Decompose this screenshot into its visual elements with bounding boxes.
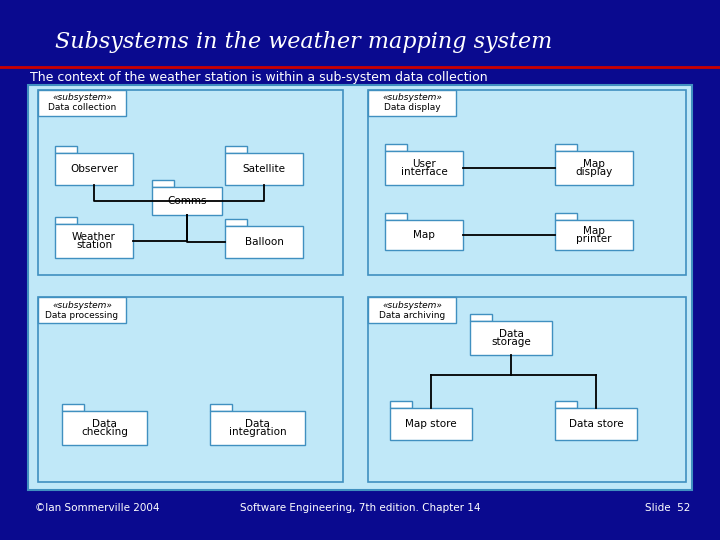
Text: display: display: [575, 167, 613, 177]
FancyBboxPatch shape: [385, 151, 463, 185]
Text: integration: integration: [229, 427, 287, 437]
FancyBboxPatch shape: [368, 297, 456, 323]
Text: Map: Map: [583, 159, 605, 169]
FancyBboxPatch shape: [55, 224, 133, 258]
Text: Weather: Weather: [72, 232, 116, 242]
FancyBboxPatch shape: [55, 153, 133, 185]
FancyBboxPatch shape: [225, 226, 303, 258]
Text: Software Engineering, 7th edition. Chapter 14: Software Engineering, 7th edition. Chapt…: [240, 503, 480, 513]
FancyBboxPatch shape: [470, 314, 492, 321]
Text: Data: Data: [92, 419, 117, 429]
FancyBboxPatch shape: [555, 213, 577, 220]
FancyBboxPatch shape: [62, 404, 84, 411]
FancyBboxPatch shape: [38, 297, 126, 323]
Text: User: User: [412, 159, 436, 169]
Text: Subsystems in the weather mapping system: Subsystems in the weather mapping system: [55, 31, 552, 53]
FancyBboxPatch shape: [555, 220, 633, 250]
FancyBboxPatch shape: [55, 217, 77, 224]
FancyBboxPatch shape: [390, 401, 412, 408]
Text: Data: Data: [498, 329, 523, 339]
Text: Data processing: Data processing: [45, 310, 119, 320]
Text: Data store: Data store: [569, 419, 624, 429]
FancyBboxPatch shape: [555, 408, 637, 440]
FancyBboxPatch shape: [38, 90, 126, 116]
FancyBboxPatch shape: [152, 187, 222, 215]
FancyBboxPatch shape: [368, 90, 686, 275]
Text: interface: interface: [400, 167, 447, 177]
Text: Map: Map: [583, 226, 605, 236]
Text: Data: Data: [245, 419, 270, 429]
FancyBboxPatch shape: [210, 411, 305, 445]
FancyBboxPatch shape: [38, 297, 343, 482]
FancyBboxPatch shape: [368, 90, 456, 116]
Text: Balloon: Balloon: [245, 237, 284, 247]
Text: printer: printer: [576, 234, 612, 244]
FancyBboxPatch shape: [385, 220, 463, 250]
Text: Data archiving: Data archiving: [379, 310, 445, 320]
FancyBboxPatch shape: [555, 144, 577, 151]
Text: Observer: Observer: [70, 164, 118, 174]
FancyBboxPatch shape: [385, 144, 407, 151]
FancyBboxPatch shape: [152, 180, 174, 187]
Text: «subsystem»: «subsystem»: [52, 300, 112, 309]
Text: Map store: Map store: [405, 419, 456, 429]
Text: The context of the weather station is within a sub-system data collection: The context of the weather station is wi…: [30, 71, 487, 84]
FancyBboxPatch shape: [385, 213, 407, 220]
FancyBboxPatch shape: [390, 408, 472, 440]
FancyBboxPatch shape: [28, 85, 692, 490]
Text: Data display: Data display: [384, 104, 441, 112]
Text: Comms: Comms: [167, 196, 207, 206]
Text: Slide  52: Slide 52: [644, 503, 690, 513]
FancyBboxPatch shape: [55, 146, 77, 153]
Text: ©Ian Sommerville 2004: ©Ian Sommerville 2004: [35, 503, 160, 513]
FancyBboxPatch shape: [225, 146, 247, 153]
Text: Map: Map: [413, 230, 435, 240]
FancyBboxPatch shape: [470, 321, 552, 355]
FancyBboxPatch shape: [62, 411, 147, 445]
Text: storage: storage: [491, 337, 531, 347]
Text: Data collection: Data collection: [48, 104, 116, 112]
FancyBboxPatch shape: [555, 151, 633, 185]
Text: Satellite: Satellite: [243, 164, 286, 174]
Text: «subsystem»: «subsystem»: [382, 93, 442, 103]
Text: «subsystem»: «subsystem»: [382, 300, 442, 309]
Text: checking: checking: [81, 427, 128, 437]
FancyBboxPatch shape: [210, 404, 232, 411]
Text: station: station: [76, 240, 112, 250]
FancyBboxPatch shape: [368, 297, 686, 482]
FancyBboxPatch shape: [38, 90, 343, 275]
Text: «subsystem»: «subsystem»: [52, 93, 112, 103]
FancyBboxPatch shape: [555, 401, 577, 408]
FancyBboxPatch shape: [225, 219, 247, 226]
FancyBboxPatch shape: [225, 153, 303, 185]
